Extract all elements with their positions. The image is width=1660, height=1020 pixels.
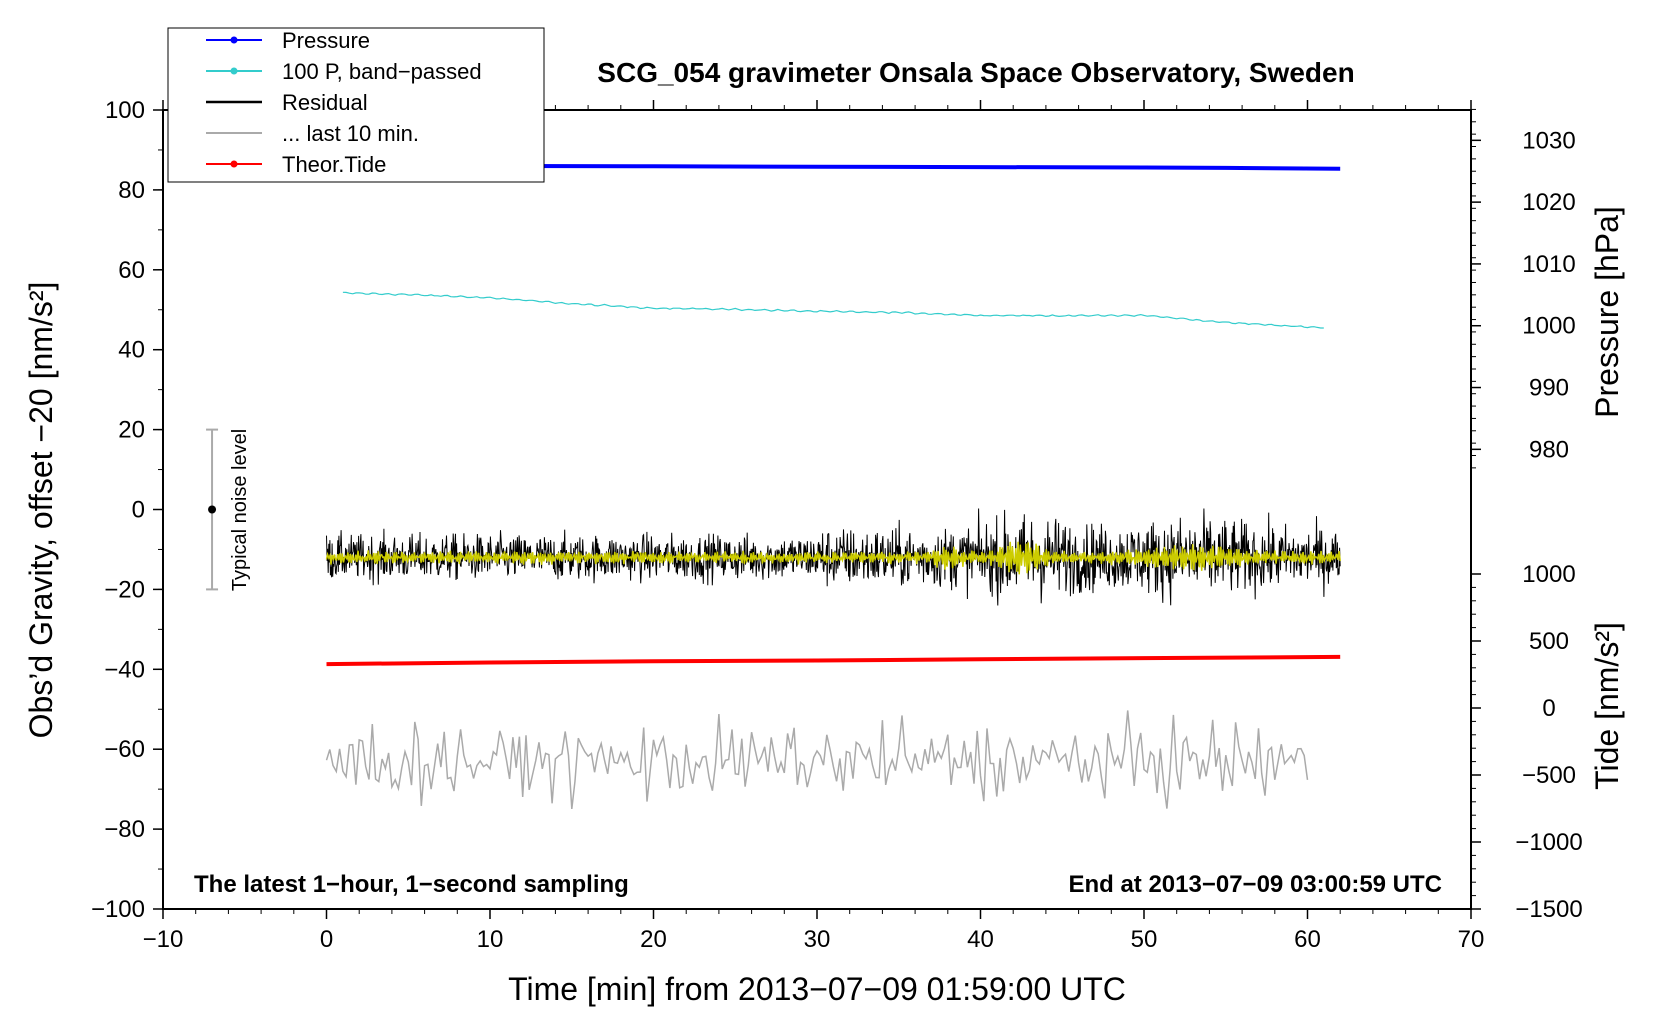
annotation-left: The latest 1−hour, 1−second sampling (194, 871, 629, 898)
pressure-tick-label: 1000 (1522, 313, 1575, 340)
y-tick-label: −40 (104, 656, 145, 683)
series-smoothed-residual-line (325, 541, 1341, 575)
legend-swatch-dot (230, 67, 238, 75)
x-tick-label: 60 (1294, 926, 1321, 953)
y-tick-label: 100 (105, 97, 145, 124)
y-tick-label: 20 (118, 417, 145, 444)
x-tick-label: 20 (640, 926, 667, 953)
series-theor-tide-line (326, 654, 1341, 667)
pressure-tick-label: 1020 (1522, 189, 1575, 216)
legend-swatch-dot (230, 36, 238, 44)
legend: Pressure 100 P, band−passed Residual ... la… (167, 27, 545, 183)
legend-entry-label: 100 P, band−passed (282, 59, 482, 84)
x-tick-label: 70 (1458, 926, 1485, 953)
series-bandpassed-line (342, 291, 1324, 329)
x-tick-label: 0 (320, 926, 333, 953)
y-tick-label: 60 (118, 257, 145, 284)
y-tick-label: −100 (91, 896, 145, 923)
tide-tick-label: 500 (1529, 628, 1569, 655)
pressure-tick-label: 1030 (1522, 127, 1575, 154)
tide-tick-label: −500 (1522, 762, 1576, 789)
x-tick-label: −10 (143, 926, 184, 953)
plot-frame (162, 109, 1472, 910)
tide-tick-label: −1000 (1515, 829, 1582, 856)
x-tick-label: 40 (967, 926, 994, 953)
legend-swatch-dot (230, 160, 238, 168)
x-tick-label: 10 (477, 926, 504, 953)
tide-tick-label: 0 (1542, 695, 1555, 722)
tide-tick-label: −1500 (1515, 896, 1582, 923)
series-last10min-line (325, 710, 1309, 809)
y-tick-label: −60 (104, 736, 145, 763)
pressure-tick-label: 980 (1529, 436, 1569, 463)
noise-bar-label: Typical noise level (229, 429, 251, 591)
legend-entry-label: Residual (282, 90, 368, 115)
noise-bar-center-dot (208, 505, 217, 514)
y-tick-label: −80 (104, 816, 145, 843)
pressure-tick-label: 990 (1529, 375, 1569, 402)
y-axis-title-tide: Tide [nm/s²] (1589, 622, 1625, 790)
x-tick-label: 50 (1131, 926, 1158, 953)
x-tick-label: 30 (804, 926, 831, 953)
x-axis-ticks: −10 0 10 20 30 40 50 60 70 (143, 100, 1485, 953)
y-axis-title-left: Obs’d Gravity, offset −20 [nm/s²] (23, 282, 59, 739)
legend-entry-label: Pressure (282, 28, 370, 53)
y-tick-label: 80 (118, 177, 145, 204)
y-axis-title-pressure: Pressure [hPa] (1589, 206, 1625, 418)
legend-entry-label: Theor.Tide (282, 152, 386, 177)
tide-tick-label: 1000 (1522, 561, 1575, 588)
pressure-tick-label: 1010 (1522, 251, 1575, 278)
series-layer (325, 163, 1341, 809)
y-axis-ticks: −100 −80 −60 −40 −20 0 20 40 60 80 100 (91, 97, 163, 923)
noise-bar (206, 428, 219, 591)
legend-entry-label: ... last 10 min. (282, 121, 419, 146)
annotation-right: End at 2013−07−09 03:00:59 UTC (1068, 871, 1442, 898)
chart-title: SCG_054 gravimeter Onsala Space Observat… (597, 57, 1354, 88)
pressure-axis-ticks: 980 990 1000 1010 1020 1030 (1471, 108, 1576, 469)
legend-box (167, 27, 545, 183)
y-tick-label: 0 (132, 497, 145, 524)
y-tick-label: 40 (118, 337, 145, 364)
x-axis-title: Time [min] from 2013−07−09 01:59:00 UTC (508, 971, 1126, 1007)
tide-axis-ticks: −1500 −1000 −500 0 500 1000 (1471, 561, 1583, 923)
y-tick-label: −20 (104, 576, 145, 603)
